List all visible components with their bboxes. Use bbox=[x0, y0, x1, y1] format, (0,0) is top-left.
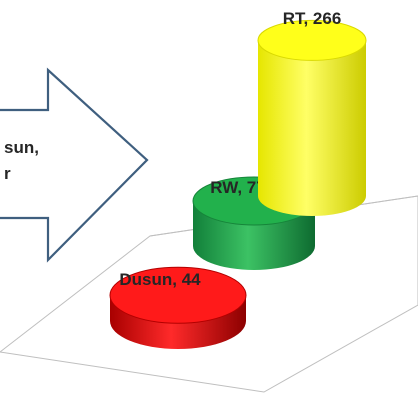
bar-dusun-top bbox=[109, 266, 247, 324]
data-label-rt: RT, 266 bbox=[283, 9, 342, 28]
callout-text-line2: r bbox=[4, 164, 11, 183]
callout-text-line1: sun, bbox=[4, 138, 39, 157]
bar-rt bbox=[258, 40, 366, 216]
bar-series: Dusun, 44 RW, 77 RT, 266 bbox=[109, 9, 367, 349]
data-label-dusun: Dusun, 44 bbox=[119, 270, 201, 289]
callout-arrow bbox=[0, 67, 149, 263]
data-label-rw: RW, 77 bbox=[210, 178, 265, 197]
bar-rt-top bbox=[257, 19, 367, 61]
